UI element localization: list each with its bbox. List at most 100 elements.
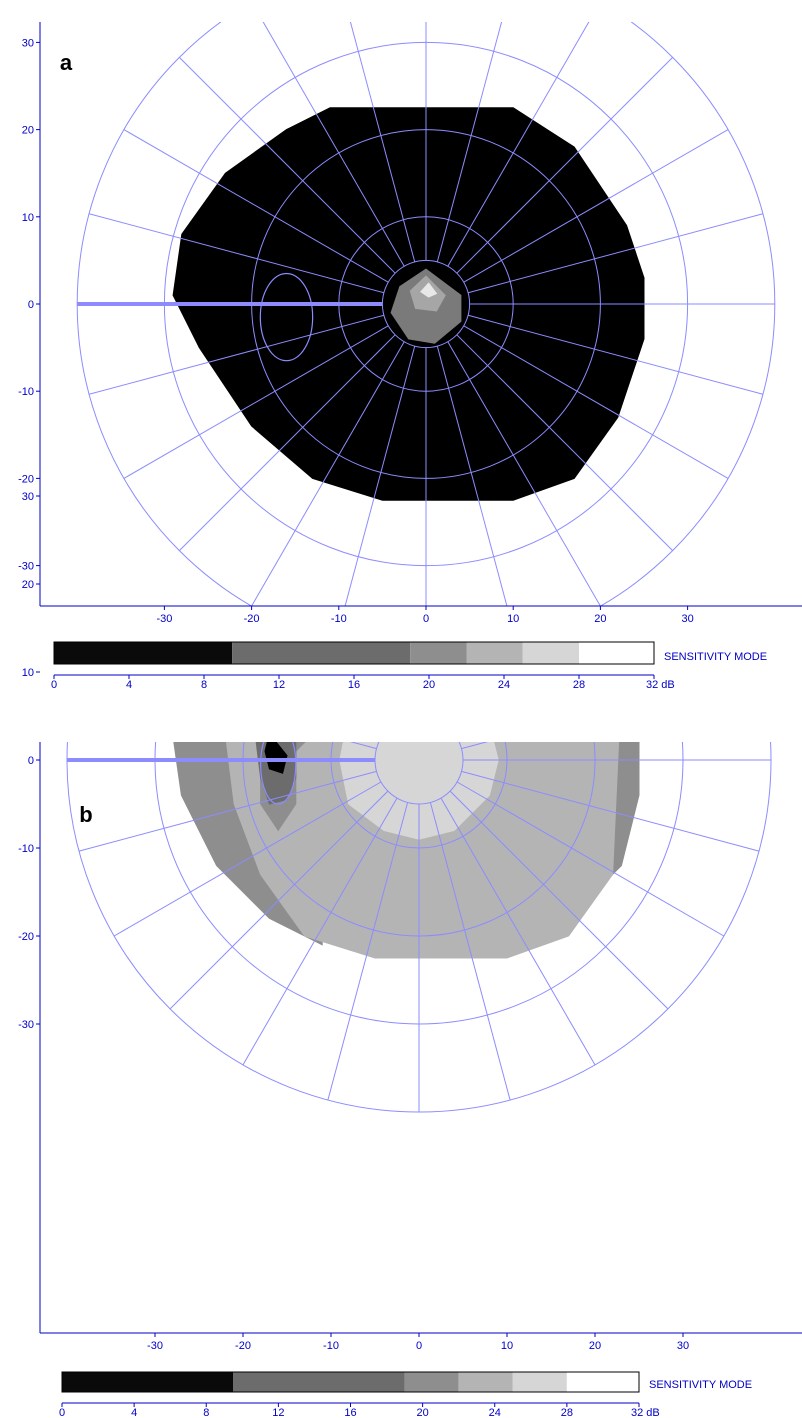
scale-tick-label: 24 <box>498 679 510 691</box>
grid-ray <box>251 341 405 606</box>
grid-ray <box>88 314 385 395</box>
grid-ray <box>436 345 508 606</box>
x-tick-label: -30 <box>156 613 172 625</box>
grid-ray <box>461 770 760 852</box>
scale-band <box>579 642 654 664</box>
scale-band <box>232 642 411 664</box>
grid-ray <box>169 790 389 1010</box>
grid-ray <box>88 213 385 294</box>
grid-ray <box>463 129 729 283</box>
y-tick-label: 30 <box>22 491 34 503</box>
scale-band <box>233 1372 405 1392</box>
scale-band <box>566 1372 639 1392</box>
x-tick-label: 30 <box>681 613 693 625</box>
sensitivity-region-fovea-peak <box>420 282 438 298</box>
scale-band <box>62 1372 234 1392</box>
x-tick-label: -20 <box>235 1340 251 1352</box>
scale-tick-label: 16 <box>348 679 360 691</box>
x-tick-label: 10 <box>507 613 519 625</box>
x-tick-label: 30 <box>677 1340 689 1352</box>
grid-ray <box>349 742 377 750</box>
grid-ray <box>456 781 725 937</box>
scale-tick-label: 8 <box>203 1407 209 1418</box>
scale-tick-label: 4 <box>131 1407 137 1418</box>
panel-b: 30 20 10 0 -10 -20 -30 -30 -20 -10 0 10 20 30 b 0 4 8 12 16… <box>18 491 802 1418</box>
scale-tick-label: 12 <box>272 1407 284 1418</box>
grid-ray <box>262 22 405 267</box>
panel-letter: a <box>60 50 73 75</box>
grid-ray <box>436 22 503 263</box>
x-tick-label: 20 <box>589 1340 601 1352</box>
grid-ray <box>467 213 764 294</box>
x-tick-label: -10 <box>331 613 347 625</box>
grid-ray <box>179 334 396 551</box>
scale-bar-frame <box>61 1371 640 1393</box>
scale-tick-label: 24 <box>489 1407 501 1418</box>
y-tick-label: 30 <box>22 37 34 49</box>
grid-ray <box>123 325 389 479</box>
sensitivity-mode-label: SENSITIVITY MODE <box>649 1379 752 1391</box>
scale-band <box>522 642 579 664</box>
scale-tick-label: 20 <box>423 679 435 691</box>
grid-ray <box>449 790 669 1010</box>
grid-ray <box>440 797 596 1066</box>
scale-tick-label: 32 dB <box>631 1407 660 1418</box>
scale-tick-label: 8 <box>201 679 207 691</box>
grid-ray <box>344 345 416 606</box>
x-tick-label: -10 <box>323 1340 339 1352</box>
x-tick-label: 20 <box>594 613 606 625</box>
y-tick-label: 0 <box>28 299 34 311</box>
y-tick-label: 20 <box>22 125 34 137</box>
scale-tick-label: 28 <box>561 1407 573 1418</box>
y-tick-label: -30 <box>18 561 34 573</box>
x-tick-label: 0 <box>416 1340 422 1352</box>
y-tick-label: -20 <box>18 473 34 485</box>
scale-band <box>54 642 233 664</box>
scale-bar-frame <box>53 641 655 665</box>
plot-area <box>66 511 772 1113</box>
x-tick-label: -20 <box>244 613 260 625</box>
grid-ray <box>447 341 601 606</box>
y-tick-label: -20 <box>18 931 34 943</box>
panel-letter: b <box>79 802 92 827</box>
scale-tick-label: 32 dB <box>646 679 675 691</box>
y-tick-label: -30 <box>18 1019 34 1031</box>
grid-ray <box>327 802 409 1101</box>
scale-tick-label: 16 <box>344 1407 356 1418</box>
grid-ray <box>456 334 673 551</box>
grid-ray <box>429 802 511 1101</box>
grid-ray <box>179 57 396 274</box>
panel-a: 30 20 10 0 -10 -20 -30 -30 -20 -10 0 10 20 30 a 0 4 8 12 16… <box>18 22 802 691</box>
grid-ray <box>456 57 673 274</box>
y-tick-label: 10 <box>22 667 34 679</box>
scale-tick-label: 4 <box>126 679 132 691</box>
x-tick-label: 0 <box>423 613 429 625</box>
y-tick-label: 10 <box>22 212 34 224</box>
scale-tick-label: 28 <box>573 679 585 691</box>
x-tick-label: 10 <box>501 1340 513 1352</box>
scale-band <box>410 642 467 664</box>
grid-ray <box>447 22 590 267</box>
x-tick-label: -30 <box>147 1340 163 1352</box>
grid-ray <box>242 797 398 1066</box>
grid-ray <box>113 781 382 937</box>
grid-ray <box>170 511 388 729</box>
scale-band <box>458 1372 513 1392</box>
grid-ray <box>450 511 668 729</box>
scale-tick-label: 12 <box>273 679 285 691</box>
scale-tick-label: 20 <box>417 1407 429 1418</box>
y-tick-label: 20 <box>22 579 34 591</box>
y-tick-label: -10 <box>18 843 34 855</box>
scale-tick-label: 0 <box>51 679 57 691</box>
grid-ray <box>349 22 416 263</box>
sensitivity-mode-label: SENSITIVITY MODE <box>664 651 767 663</box>
y-tick-label: 0 <box>28 755 34 767</box>
grid-ray <box>123 129 389 283</box>
optic-disc-outline <box>260 742 297 805</box>
grid-ray <box>463 325 729 479</box>
scale-tick-label: 0 <box>59 1407 65 1418</box>
scale-band <box>512 1372 567 1392</box>
y-tick-label: -10 <box>18 386 34 398</box>
scale-band <box>404 1372 459 1392</box>
